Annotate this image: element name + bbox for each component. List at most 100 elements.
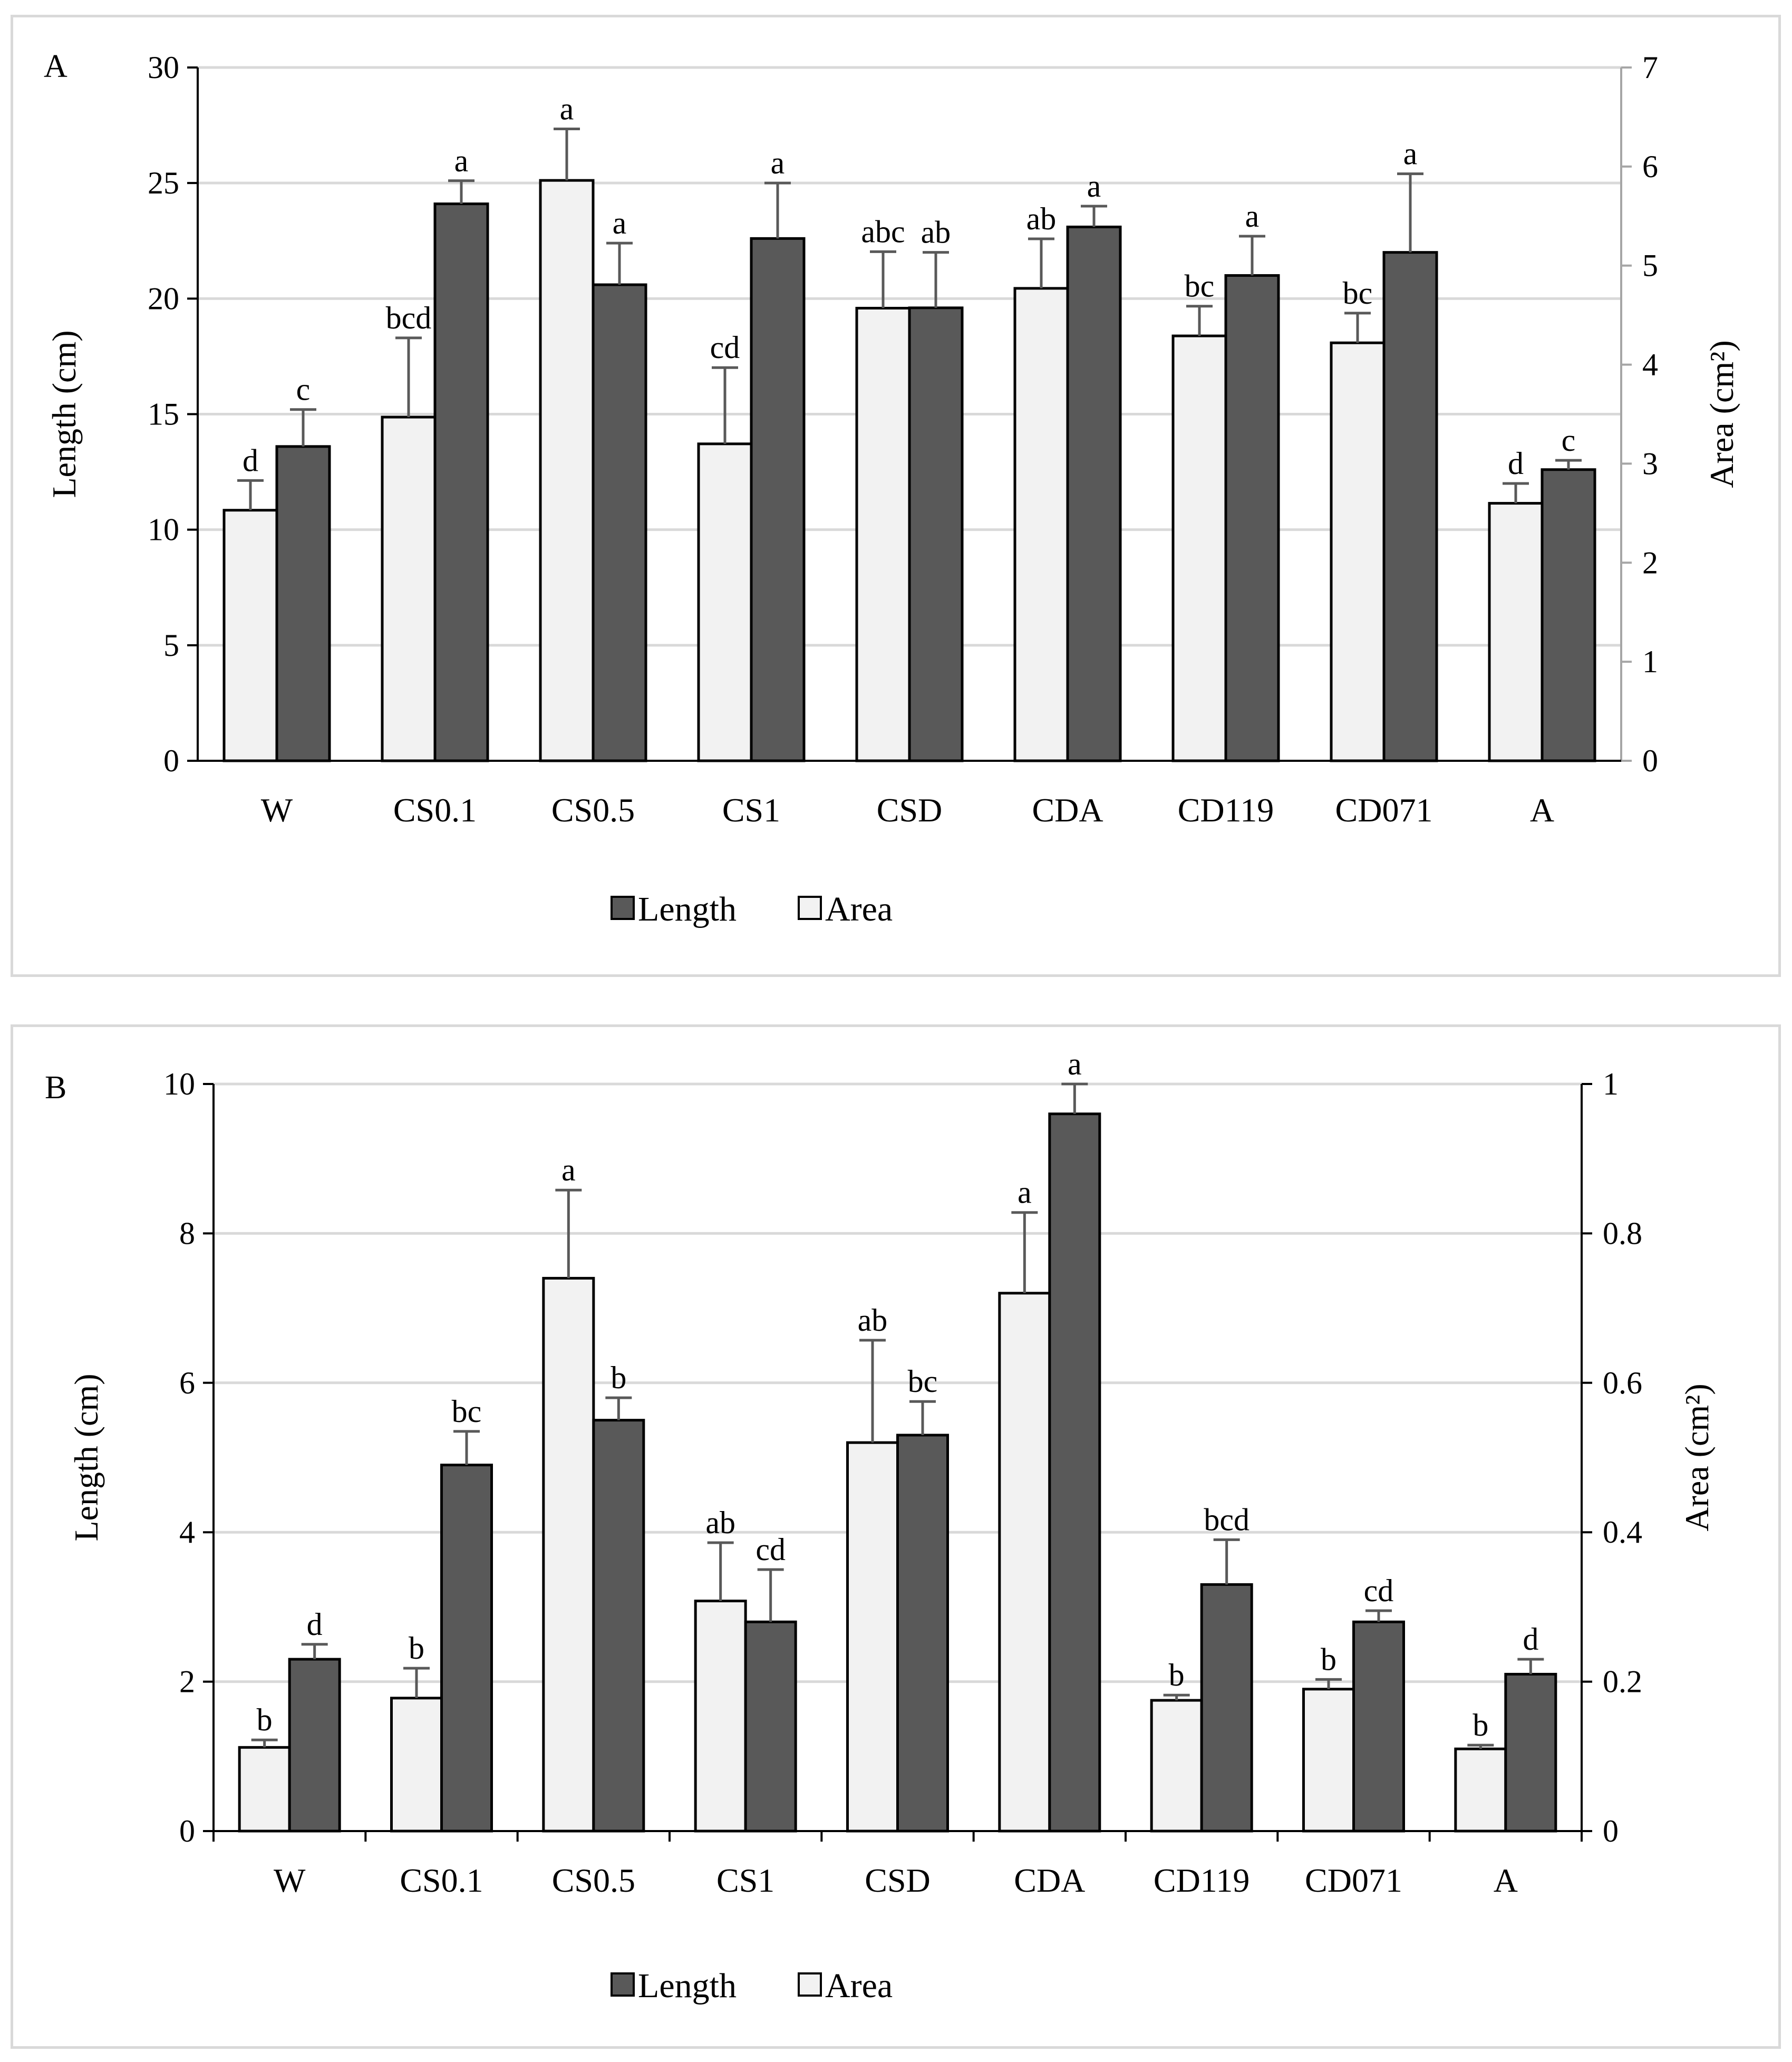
area-bar [390,1697,443,1833]
length-bar [1048,1112,1101,1833]
area-bar [855,306,911,762]
area-bar [1150,1699,1203,1833]
area-bar [694,1600,747,1833]
x-tick-label: CD071 [1335,791,1433,829]
legend-area-swatch [798,896,822,920]
y-right-tick-label: 0.4 [1603,1515,1642,1550]
length-bar [1504,1672,1557,1833]
y-right-tick-label: 0.2 [1603,1664,1642,1699]
area-significance-letter: b [409,1631,424,1666]
area-significance-letter: b [1169,1658,1185,1692]
length-bar [1541,468,1596,762]
y-left-tick-label: 10 [163,1067,195,1101]
y-left-tick-label: 0 [163,743,179,778]
length-bar [896,1434,949,1833]
length-bar [592,283,647,762]
x-tick-label: CS1 [722,791,780,829]
area-significance-letter: a [560,91,574,126]
length-bar [1382,251,1438,762]
x-tick-label: A [1494,1862,1518,1899]
chart-panel-b: B 0 2 4 6 8 10 0 0.2 0.4 0.6 0.8 1 Length (cm) Area (c… [11,1024,1781,2049]
y-left-tick-label: 6 [179,1366,195,1400]
area-significance-letter: d [243,443,258,478]
x-tick-label: CS0.1 [393,791,477,829]
length-bar [1066,225,1122,762]
area-bar [1013,287,1069,762]
length-significance-letter: cd [1364,1573,1394,1608]
y-left-axis-title: Length (cm) [67,1373,105,1541]
y-right-tick-label: 2 [1642,545,1658,580]
area-significance-letter: bcd [386,301,432,335]
area-bar [1330,341,1386,762]
area-bar [222,509,278,762]
area-significance-letter: d [1508,446,1524,481]
length-bar [433,202,489,762]
area-bar [1302,1688,1355,1833]
y-left-tick-label: 20 [148,281,179,316]
panel-label: B [45,1070,66,1106]
length-bar [1200,1583,1253,1833]
area-significance-letter: a [1018,1175,1032,1210]
legend-length-swatch [611,1972,635,1997]
length-significance-letter: bc [908,1364,938,1399]
area-bar [1454,1747,1507,1833]
y-left-tick-label: 8 [179,1216,195,1251]
y-right-tick-label: 0.6 [1603,1366,1642,1400]
x-tick-label: CD119 [1178,791,1274,829]
length-significance-letter: c [296,372,311,407]
chart-b-svg: B 0 2 4 6 8 10 0 0.2 0.4 0.6 0.8 1 Length (cm) Area (c… [45,1047,1716,2005]
area-bar [1171,334,1227,762]
area-significance-letter: ab [1026,201,1057,236]
x-tick-label: W [261,791,293,829]
y-right-tick-label: 1 [1603,1067,1619,1101]
y-left-tick-label: 25 [148,166,179,200]
length-significance-letter: cd [755,1532,786,1567]
length-bar [750,237,806,762]
length-bar [440,1464,493,1833]
x-tick-label: CS0.5 [551,791,635,829]
length-significance-letter: a [454,143,469,178]
length-bar [1224,274,1280,762]
y-left-axis-title: Length (cm) [45,330,83,498]
y-left-tick-label: 0 [179,1814,195,1848]
area-bar [1488,502,1544,762]
legend-length-swatch [611,896,635,920]
x-tick-label: CD071 [1305,1862,1402,1899]
area-bar [539,179,595,762]
x-tick-label: CSD [865,1862,931,1899]
legend-length-label: Length [638,890,737,928]
area-bar [998,1292,1051,1833]
length-bar [592,1419,645,1833]
area-significance-letter: b [257,1702,273,1737]
length-significance-letter: bc [452,1394,482,1429]
area-significance-letter: b [1473,1708,1488,1742]
length-significance-letter: a [1245,199,1260,234]
area-significance-letter: bc [1185,269,1215,304]
length-significance-letter: a [1403,137,1418,171]
chart-a-svg: A 0 5 10 15 20 25 30 0 1 2 3 4 5 6 7 Length (cm) Area (cm… [44,49,1740,928]
length-bar [275,445,331,762]
area-significance-letter: a [561,1153,576,1187]
x-tick-label: CD119 [1154,1862,1250,1899]
y-right-tick-label: 0.8 [1603,1216,1642,1251]
area-significance-letter: abc [861,214,905,249]
x-tick-label: CS1 [716,1862,774,1899]
length-significance-letter: c [1562,423,1576,458]
panel-label: A [44,49,67,84]
y-right-tick-label: 4 [1642,347,1658,382]
y-right-tick-label: 5 [1642,248,1658,283]
y-left-tick-label: 4 [179,1515,195,1550]
legend-area-label: Area [825,890,893,928]
length-bar [288,1658,341,1833]
area-significance-letter: b [1321,1642,1336,1677]
area-bar [697,442,753,762]
y-left-tick-label: 15 [148,397,179,432]
legend-length-label: Length [638,1967,737,2005]
y-right-tick-label: 6 [1642,149,1658,184]
x-tick-label: CS0.5 [552,1862,635,1899]
x-tick-label: CDA [1032,791,1103,829]
length-significance-letter: ab [921,215,951,250]
y-left-tick-label: 10 [148,512,179,547]
length-significance-letter: a [1087,169,1101,204]
y-right-tick-label: 0 [1603,1814,1619,1848]
